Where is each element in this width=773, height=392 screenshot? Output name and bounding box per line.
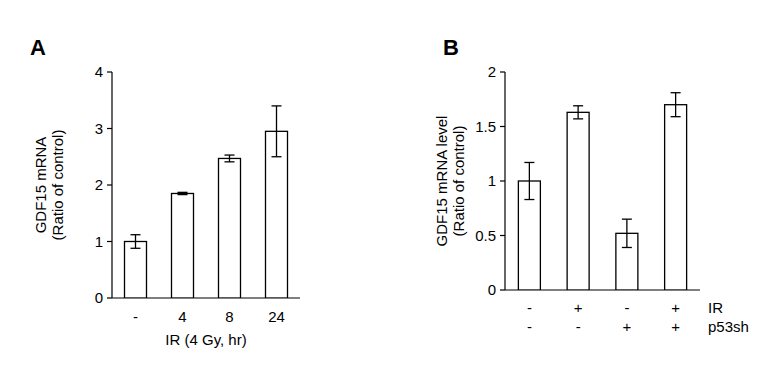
y-tick-label: 0.5 [475, 227, 496, 244]
x-tick-label: 24 [268, 308, 285, 325]
error-bar [622, 219, 632, 247]
bar [266, 131, 288, 298]
error-bar [131, 235, 141, 249]
panel: A 0 1 2 3 4 GDF15 mRNA(Ratio of control) - 4 8 24 I… [30, 35, 300, 348]
error-line [229, 155, 230, 162]
bar [567, 112, 589, 290]
error-cap [225, 154, 235, 155]
error-cap [573, 105, 583, 106]
y-tick [500, 180, 505, 181]
error-line [135, 235, 136, 249]
error-line [626, 219, 627, 247]
panel: B 0 0.5 1 1.5 2 GDF15 mRNA level(Ratio of cont… [433, 35, 749, 335]
x-axis-label: IR (4 Gy, hr) [165, 331, 246, 348]
error-cap [178, 194, 188, 195]
y-tick [500, 126, 505, 127]
y-tick [107, 241, 112, 242]
factor-level: - [527, 318, 532, 335]
error-cap [131, 234, 141, 235]
y-tick [500, 71, 505, 72]
y-tick [500, 289, 505, 290]
error-bar [225, 155, 235, 162]
factor-level: + [622, 318, 631, 335]
error-cap [178, 192, 188, 193]
bar [125, 242, 147, 299]
y-axis-label: (Ratio of control) [49, 130, 66, 241]
factor-name: p53sh [708, 318, 749, 335]
marks [518, 93, 686, 290]
error-bar [524, 162, 534, 199]
factor-level: - [576, 318, 581, 335]
factor-name: IR [708, 299, 723, 316]
error-cap [225, 161, 235, 162]
error-bar [272, 106, 282, 157]
y-tick [107, 184, 112, 185]
error-line [675, 93, 676, 117]
bar [219, 158, 241, 298]
error-cap [272, 105, 282, 106]
error-cap [131, 248, 141, 249]
factor-level: + [671, 299, 680, 316]
y-tick [500, 235, 505, 236]
y-tick-label: 2 [95, 176, 103, 193]
error-bar [573, 106, 583, 119]
factor-level: + [574, 299, 583, 316]
factor-level: - [527, 299, 532, 316]
marks [125, 106, 288, 298]
error-cap [622, 218, 632, 219]
y-tick-label: 0 [95, 289, 103, 306]
y-tick [107, 71, 112, 72]
x-tick-label: - [133, 308, 138, 325]
figure: A01234GDF15 mRNA(Ratio of control)-4824I… [0, 0, 773, 392]
y-tick-label: 3 [95, 120, 103, 137]
error-line [529, 162, 530, 199]
x-tick-label: 8 [225, 308, 233, 325]
error-bar [671, 93, 681, 117]
y-tick [107, 128, 112, 129]
error-cap [671, 92, 681, 93]
y-tick-label: 1.5 [475, 118, 496, 135]
y-tick-label: 2 [488, 63, 496, 80]
factor-level: - [624, 299, 629, 316]
bar [172, 193, 194, 298]
error-cap [524, 199, 534, 200]
y-tick-label: 1 [95, 233, 103, 250]
panel-label: B [443, 35, 459, 60]
y-tick-label: 4 [95, 63, 103, 80]
bar [665, 105, 687, 290]
error-cap [272, 156, 282, 157]
y-axis-label: GDF15 mRNA level [433, 116, 450, 247]
x-tick-label: 4 [178, 308, 186, 325]
error-bar [178, 192, 188, 194]
factor-level: + [671, 318, 680, 335]
error-cap [622, 247, 632, 248]
error-line [276, 106, 277, 157]
y-tick [107, 297, 112, 298]
y-axis-label: (Ratio of control) [450, 126, 467, 237]
y-axis-label: GDF15 mRNA [32, 137, 49, 234]
error-cap [573, 118, 583, 119]
error-cap [524, 162, 534, 163]
panel-label: A [30, 35, 46, 60]
y-tick-label: 0 [488, 281, 496, 298]
y-tick-label: 1 [488, 172, 496, 189]
error-line [577, 106, 578, 119]
error-cap [671, 116, 681, 117]
